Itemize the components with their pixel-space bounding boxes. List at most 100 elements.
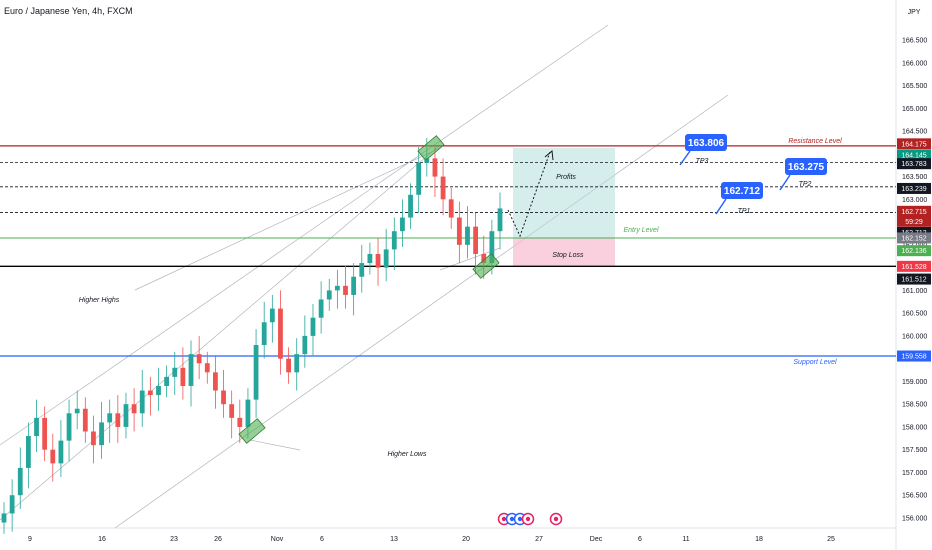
candle-body bbox=[383, 249, 389, 268]
candle-body bbox=[334, 285, 340, 291]
candle-body bbox=[91, 431, 96, 446]
candle-body bbox=[391, 231, 397, 250]
candle-body bbox=[229, 404, 235, 418]
candle-body bbox=[115, 413, 121, 427]
candle-body bbox=[286, 358, 291, 373]
candle-body bbox=[318, 299, 324, 318]
level-label: TP1 bbox=[738, 208, 751, 215]
price-tag: 162.152 bbox=[901, 235, 926, 242]
y-tick-label: 160.000 bbox=[902, 333, 927, 340]
y-tick-label: 159.000 bbox=[902, 379, 927, 386]
candle-body bbox=[82, 408, 88, 432]
candle-body bbox=[107, 413, 113, 423]
candle-body bbox=[432, 158, 438, 177]
callout-tail bbox=[779, 174, 791, 191]
price-tag-bg bbox=[897, 205, 931, 217]
candle-body bbox=[66, 413, 72, 441]
y-tick-label: 166.500 bbox=[902, 38, 927, 45]
price-tag: 163.239 bbox=[901, 186, 926, 193]
callout-box bbox=[721, 182, 763, 199]
candle-body bbox=[351, 276, 357, 295]
swing-highlight bbox=[417, 135, 445, 161]
candle-body bbox=[34, 417, 39, 437]
candle-body bbox=[156, 385, 161, 396]
event-icon-dot bbox=[501, 516, 507, 522]
price-tag-bg bbox=[897, 215, 931, 227]
level-label: TP2 bbox=[799, 181, 812, 188]
y-tick-label: 165.500 bbox=[902, 83, 927, 90]
candle-body bbox=[180, 367, 186, 386]
trend-lines bbox=[0, 24, 729, 529]
trend-line bbox=[0, 144, 441, 521]
candle-body bbox=[123, 404, 129, 427]
candle-body bbox=[131, 404, 137, 414]
price-tag: 164.175 bbox=[901, 141, 926, 148]
x-tick-label: 25 bbox=[827, 536, 835, 543]
price-tag-bg bbox=[897, 260, 931, 272]
candle-body bbox=[326, 290, 332, 300]
candle-body bbox=[147, 390, 153, 396]
x-tick-label: 11 bbox=[682, 536, 689, 543]
y-tick-label: 158.500 bbox=[902, 402, 927, 409]
level-label: TP3 bbox=[696, 158, 709, 165]
currency-label[interactable]: JPY bbox=[907, 9, 921, 16]
price-tag: 159.558 bbox=[901, 354, 926, 361]
event-icon-dot bbox=[509, 516, 515, 522]
callout-box bbox=[685, 134, 727, 151]
swing-highlight bbox=[472, 253, 500, 279]
level-label: Support Level bbox=[793, 359, 837, 366]
price-tag: 161.512 bbox=[901, 277, 926, 284]
x-tick-label: 18 bbox=[755, 536, 763, 543]
callout-value: 163.275 bbox=[788, 162, 825, 173]
candle-body bbox=[25, 436, 31, 468]
stop-loss-label: Stop Loss bbox=[552, 252, 584, 259]
candle-body bbox=[408, 194, 413, 218]
projection-arrowhead bbox=[544, 150, 554, 161]
x-tick-label: 13 bbox=[390, 536, 398, 543]
x-tick-label: 26 bbox=[214, 536, 222, 543]
candle-body bbox=[465, 226, 470, 245]
candle-body bbox=[367, 253, 373, 264]
x-tick-label: 9 bbox=[28, 536, 32, 543]
callout-box bbox=[785, 158, 827, 175]
candle-body bbox=[221, 390, 226, 405]
y-tick-label: 160.500 bbox=[902, 311, 927, 318]
candle-body bbox=[278, 308, 283, 359]
price-tag-bg bbox=[897, 232, 931, 244]
candle-body bbox=[424, 158, 430, 163]
candle-body bbox=[1, 513, 7, 523]
trend-line bbox=[249, 439, 301, 451]
trend-line bbox=[114, 94, 729, 529]
x-tick-label: Nov bbox=[271, 536, 284, 543]
candle-body bbox=[310, 317, 316, 336]
y-tick-label: 164.500 bbox=[902, 129, 927, 136]
candle-body bbox=[164, 376, 170, 386]
x-tick-label: 27 bbox=[535, 536, 543, 543]
higher-highs-label: Higher Highs bbox=[79, 297, 120, 304]
swing-highlight bbox=[238, 418, 266, 444]
price-tag-bg bbox=[897, 138, 931, 150]
x-tick-label: 23 bbox=[170, 536, 178, 543]
y-tick-label: 158.000 bbox=[902, 424, 927, 431]
loss-zone bbox=[513, 237, 615, 267]
price-tag: 161.528 bbox=[901, 264, 926, 271]
candle-body bbox=[473, 226, 479, 254]
higher-lows-label: Higher Lows bbox=[388, 451, 427, 458]
event-icon-dot bbox=[553, 516, 559, 522]
candle-body bbox=[50, 449, 56, 464]
profit-zone bbox=[513, 148, 615, 238]
candle-body bbox=[375, 253, 381, 268]
x-tick-label: 6 bbox=[320, 536, 324, 543]
y-tick-label: 166.000 bbox=[902, 60, 927, 67]
projection-path bbox=[507, 151, 551, 238]
candle-body bbox=[497, 208, 503, 232]
candle-body bbox=[253, 345, 259, 400]
candle-body bbox=[302, 335, 308, 355]
y-tick-label: 156.500 bbox=[902, 493, 927, 500]
event-icon-dot bbox=[517, 516, 523, 522]
x-tick-label: 16 bbox=[98, 536, 106, 543]
price-tag-bg bbox=[897, 149, 931, 161]
candle-body bbox=[245, 399, 251, 427]
candle-body bbox=[400, 217, 405, 232]
